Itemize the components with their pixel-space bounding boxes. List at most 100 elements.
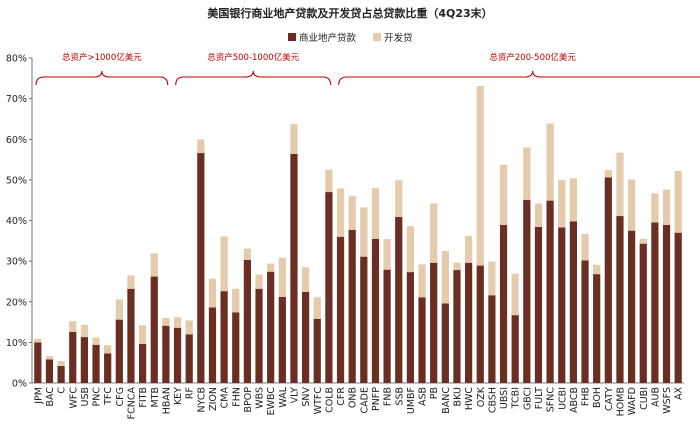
x-tick-label: USB (80, 387, 91, 407)
bar-dev-homb (616, 152, 624, 217)
bar-dev-gbci (523, 147, 531, 200)
bar-cre-bpop (243, 259, 252, 383)
bar-cre-snv (301, 292, 310, 383)
bar-cre-c (57, 365, 65, 383)
bar-dev-snv (301, 267, 310, 292)
bar-cre-fcnca (127, 288, 135, 383)
bar-dev-boh (593, 264, 601, 275)
x-tick-label: EWBC (266, 387, 277, 416)
bar-dev-bku (453, 262, 461, 271)
bar-dev-pnc (92, 337, 100, 345)
x-tick-label: AX (674, 387, 685, 400)
bar-dev-cubi (639, 238, 647, 244)
bar-dev-wafd (627, 179, 636, 231)
bar-dev-cfr (336, 188, 345, 237)
y-tick-label: 40% (6, 216, 27, 227)
x-tick-label: HWC (464, 387, 475, 411)
bar-dev-fhn (232, 288, 240, 313)
bar-dev-bac (45, 356, 54, 360)
y-tick-label: 20% (6, 297, 27, 308)
legend-swatch-cre (288, 33, 296, 41)
legend: 商业地产贷款 开发贷 (288, 32, 413, 44)
bar-cre-key (173, 327, 182, 383)
bar-dev-ewbc (267, 263, 275, 272)
bar-cre-umbf (406, 272, 415, 383)
x-tick-label: SNV (301, 387, 312, 407)
legend-swatch-dev (373, 33, 381, 41)
x-tick-label: PB (429, 387, 440, 399)
x-tick-label: AUB (650, 387, 661, 407)
bar-dev-caty (604, 170, 612, 178)
bar-cre-jpm (34, 342, 42, 383)
bar-cre-wafd (627, 230, 636, 383)
bars (34, 86, 682, 383)
bar-cre-wal (278, 296, 286, 383)
bar-cre-colb (325, 192, 333, 383)
x-tick-label: ONB (348, 387, 359, 408)
x-axis-labels: JPM BAC C WFC USB PNC TFC CFG FCNCA FITB MTB HBAN KE… (33, 386, 684, 419)
x-tick-label: C (57, 387, 68, 394)
bar-dev-umbf (406, 226, 415, 273)
group-bracket (175, 70, 332, 86)
bar-dev-key (173, 317, 182, 328)
bar-dev-wfc (69, 321, 77, 332)
group-bracket (35, 70, 169, 86)
x-tick-label: PNC (92, 387, 103, 407)
x-tick-label: WFC (68, 387, 79, 409)
bar-cre-usb (80, 337, 89, 383)
bar-dev-ssb (395, 180, 403, 217)
y-tick-label: 0% (12, 379, 27, 390)
x-tick-label: RF (185, 387, 196, 399)
bar-cre-vly (290, 153, 298, 383)
bar-cre-aub (651, 222, 659, 383)
x-tick-label: BOH (592, 387, 603, 408)
bar-cre-caty (604, 177, 612, 383)
bar-cre-wsfs (662, 224, 671, 383)
bar-dev-pnfp (371, 188, 380, 239)
bar-cre-pnfp (371, 238, 380, 383)
bar-dev-ozk (476, 86, 484, 266)
bar-dev-sfnc (546, 123, 554, 201)
group-label: 总资产500-1000亿美元 (207, 52, 299, 63)
x-tick-label: PNFP (371, 387, 382, 411)
bar-dev-wal (278, 257, 286, 297)
x-tick-label: COLB (324, 387, 335, 413)
bar-cre-hban (162, 325, 170, 383)
bar-cre-ucbi (558, 227, 566, 383)
bar-dev-bpop (243, 248, 252, 260)
bar-cre-tcbi (511, 315, 519, 383)
bar-cre-nycb (197, 153, 205, 383)
asset-size-groups: 总资产>1000亿美元 总资产500-1000亿美元 总资产200-500亿美元 (35, 52, 700, 86)
x-tick-label: FITB (138, 387, 149, 408)
bar-dev-aub (651, 193, 659, 223)
bar-cre-wfc (69, 331, 77, 383)
x-tick-label: FHB (581, 387, 592, 406)
x-tick-label: OZK (476, 386, 487, 407)
x-tick-label: CBSH (487, 387, 498, 413)
bar-cre-gbci (523, 199, 531, 383)
bar-cre-rf (185, 334, 193, 383)
x-tick-label: CADE (359, 387, 370, 413)
bar-cre-ax (674, 232, 682, 383)
x-tick-label: ASB (418, 387, 429, 406)
bar-cre-asb (418, 297, 426, 383)
x-tick-label: TCBI (511, 387, 522, 409)
bar-cre-homb (616, 216, 624, 383)
bar-dev-fnb (383, 239, 391, 270)
bar-dev-tfc (104, 345, 112, 354)
x-tick-label: UBSI (499, 387, 510, 409)
x-tick-label: UMBF (406, 387, 417, 414)
bar-dev-usb (80, 324, 89, 338)
bar-dev-tcbi (511, 273, 519, 316)
bar-cre-cade (360, 256, 368, 383)
x-tick-label: WAL (278, 386, 289, 407)
legend-label-cre: 商业地产贷款 (299, 32, 357, 44)
group-bracket (338, 70, 700, 86)
x-tick-label: BPOP (243, 387, 254, 413)
bar-dev-cade (360, 207, 368, 257)
bar-cre-pnc (92, 344, 100, 383)
x-tick-label: WSFS (662, 387, 673, 414)
bar-cre-wtfc (313, 318, 321, 383)
bar-cre-fhn (232, 312, 240, 383)
x-tick-label: CMA (220, 387, 231, 409)
